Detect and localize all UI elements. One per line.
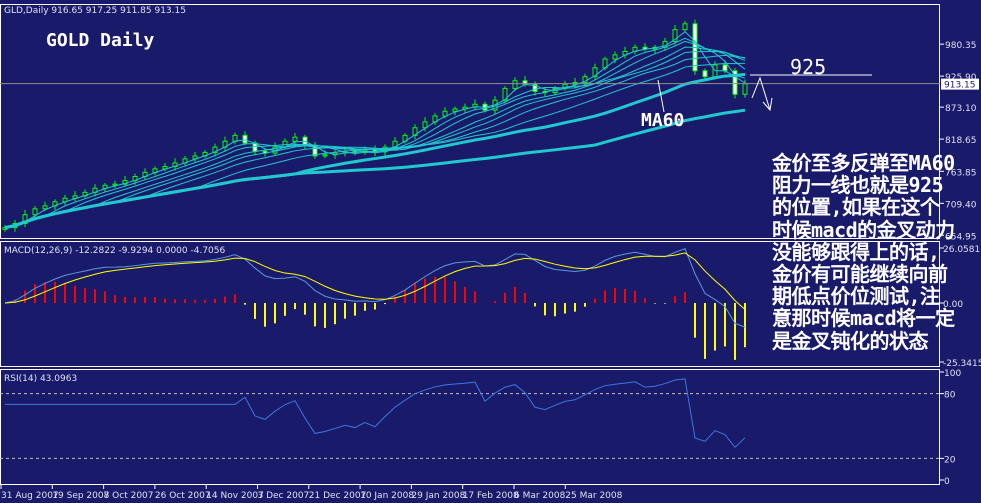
macd-pane-frame (0, 241, 940, 367)
time-tick-label: 26 Oct 2007 (155, 491, 211, 501)
ma-line-60 (4, 108, 746, 230)
macd-plot (4, 248, 746, 360)
candle-body (452, 108, 458, 112)
current-price-box (941, 78, 979, 90)
macd-main-line (4, 248, 746, 328)
candle-body (502, 87, 508, 101)
candle-body (732, 70, 738, 95)
ma-line-3 (4, 30, 746, 229)
candle-body (232, 134, 238, 142)
level-925-label: 925 (790, 55, 826, 79)
price-axis: 980.35 925.90 873.10 818.65 763.85 709.40 654.… (940, 41, 977, 242)
analysis-note: 金价至多反弹至MA60 阻力一线也就是925 的位置,如果在这个 时候macd的金叉动… (772, 152, 981, 352)
time-tick-label: 14 Nov 2007 (206, 491, 264, 501)
ma-line-7 (4, 40, 746, 229)
down-arrow-icon (751, 76, 771, 111)
rsi-tick-label: 20 (944, 455, 956, 465)
candles (2, 19, 748, 232)
current-price-label: 913.15 (944, 81, 976, 91)
candle-body (292, 136, 298, 142)
candle-body (532, 83, 538, 92)
price-tick-label: 654.95 (945, 232, 977, 242)
time-tick-label: 8 Oct 2007 (104, 491, 154, 501)
time-tick-label: 29 Jan 2008 (411, 491, 465, 501)
macd-axis: 26.0581 0.00 -25.3415 (940, 245, 981, 369)
time-tick-label: 19 Sep 2007 (52, 491, 109, 501)
rsi-tick-label: 80 (944, 391, 956, 401)
candle-body (702, 70, 708, 78)
price-tick-label: 980.35 (945, 41, 977, 51)
note-line: 阻力一线也就是925 (772, 173, 944, 198)
price-tick-label: 873.10 (945, 104, 977, 114)
time-tick-label: 17 Feb 2008 (463, 491, 519, 501)
candle-body (722, 64, 728, 72)
time-tick-label: 31 Aug 2007 (1, 491, 59, 501)
note-line: 时候macd的金叉动力 (772, 217, 955, 242)
rsi-label: RSI(14) 43.0963 (4, 374, 77, 384)
price-tick-label: 925.90 (945, 73, 977, 83)
chart-title-overlay: GOLD Daily (46, 30, 155, 51)
symbol-info: GLD,Daily 916.65 917.25 911.85 913.15 (4, 6, 186, 16)
candle-body (112, 183, 118, 186)
note-line: 金价至多反弹至MA60 (772, 151, 955, 175)
price-tick-label: 818.65 (945, 136, 977, 146)
time-tick-label: 25 Mar 2008 (565, 491, 622, 501)
candle-body (242, 134, 248, 144)
ma-line-12 (4, 50, 746, 229)
candle-body (212, 146, 218, 153)
time-tick-label: 21 Dec 2007 (309, 491, 367, 501)
price-tick-label: 709.40 (945, 200, 977, 210)
candle-body (322, 154, 328, 157)
note-line: 期低点价位测试,注 (772, 284, 940, 309)
macd-tick-label: 26.0581 (943, 245, 980, 255)
macd-signal-line (4, 252, 746, 310)
candle-body (682, 23, 688, 31)
ma60-label: MA60 (641, 110, 684, 131)
macd-tick-label: 0.00 (943, 300, 963, 310)
rsi-axis: 100 80 20 0 (940, 369, 961, 487)
note-line: 的位置,如果在这个 (772, 195, 940, 220)
time-tick-label: 10 Jan 2008 (360, 491, 414, 501)
arrow-head-icon (762, 97, 773, 112)
candle-body (672, 29, 678, 42)
candle-body (612, 54, 618, 60)
note-line: 金价有可能继续向前 (772, 262, 948, 287)
macd-label: MACD(12,26,9) -12.2822 -9.9294 0.0000 -4… (4, 246, 226, 256)
candle-body (42, 205, 48, 210)
price-tick-label: 763.85 (945, 168, 977, 178)
rsi-line (5, 378, 746, 449)
rsi-tick-label: 0 (944, 477, 950, 487)
ma60-pointer-line (657, 79, 665, 113)
ma-line-5 (4, 37, 746, 229)
rsi-plot (0, 378, 940, 459)
rsi-pane-frame (0, 369, 940, 485)
moving-averages (4, 30, 746, 230)
time-tick-label: 3 Dec 2007 (258, 491, 310, 501)
candle-body (592, 67, 598, 78)
note-line: 意那时候macd将一定 (772, 306, 955, 331)
note-line: 是金叉钝化的状态 (772, 328, 929, 353)
note-line: 没能够跟得上的话, (772, 239, 940, 264)
candle-body (742, 83, 748, 95)
candle-body (32, 208, 38, 216)
price-pane-frame (0, 4, 940, 239)
macd-tick-label: -25.3415 (943, 359, 981, 369)
candle-body (512, 80, 518, 89)
time-tick-label: 6 Mar 2008 (514, 491, 566, 501)
rsi-tick-label: 100 (944, 369, 961, 379)
